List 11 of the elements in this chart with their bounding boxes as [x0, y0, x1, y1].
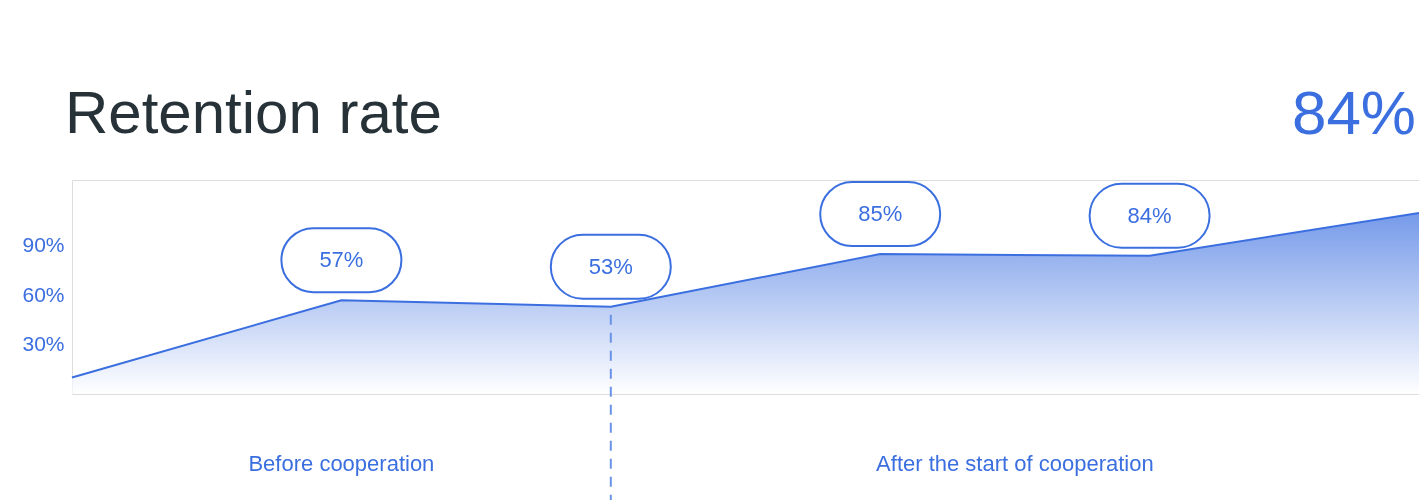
text: Before cooperation — [248, 451, 435, 476]
data-label: 53% — [588, 253, 633, 279]
data-label: 85% — [858, 201, 903, 227]
data-label: 57% — [319, 247, 364, 273]
text: After the start of cooperation — [876, 451, 1154, 476]
text: 84% — [1291, 78, 1416, 147]
y-tick-label: 90% — [22, 233, 65, 257]
chart-title: Retention rate — [65, 79, 442, 146]
y-tick-label: 60% — [22, 282, 65, 306]
data-label: 84% — [1127, 202, 1172, 228]
y-tick-label: 30% — [22, 332, 65, 356]
